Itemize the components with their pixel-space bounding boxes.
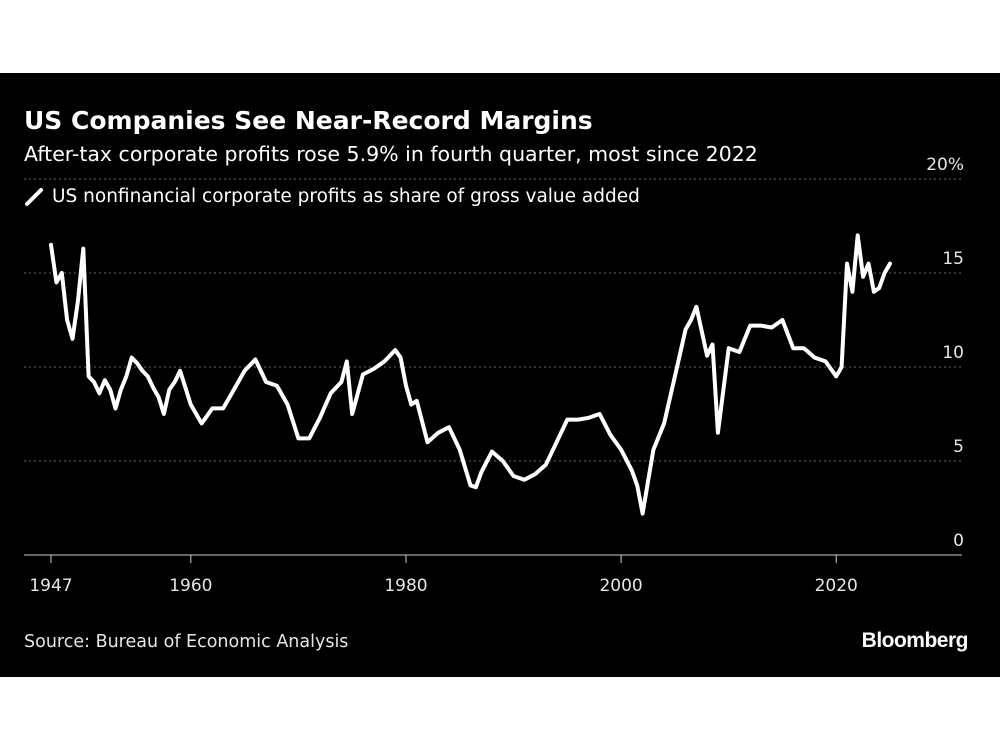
bloomberg-logo: Bloomberg [861, 629, 969, 652]
legend: US nonfinancial corporate profits as sha… [24, 186, 640, 207]
chart-subtitle: After-tax corporate profits rose 5.9% in… [24, 142, 758, 166]
chart-card: US Companies See Near-Record Margins Aft… [0, 73, 1000, 677]
series-line-profit-share [49, 233, 892, 516]
legend-label: US nonfinancial corporate profits as sha… [52, 186, 640, 207]
x-axis: 1947 1960 1980 2000 2020 [24, 554, 962, 596]
x-tick-label: 1947 [29, 576, 72, 596]
x-tick-label: 2000 [599, 576, 642, 596]
x-tick-label: 2020 [815, 576, 858, 596]
x-tick-label: 1960 [169, 576, 212, 596]
y-tick-label: 0 [953, 531, 964, 551]
y-tick-label: 15 [942, 249, 964, 269]
gridlines [24, 178, 962, 462]
source-note: Source: Bureau of Economic Analysis [24, 632, 349, 652]
chart-title: US Companies See Near-Record Margins [24, 106, 593, 135]
y-tick-label: 5 [953, 437, 964, 457]
x-tick-label: 1980 [384, 576, 427, 596]
y-tick-label: 20% [926, 155, 964, 175]
y-tick-label: 10 [942, 343, 964, 363]
line-chart: 0 5 10 15 20% 1947 1960 1980 2000 2020 [24, 155, 964, 596]
y-axis-labels: 0 5 10 15 20% [926, 155, 964, 551]
legend-swatch-icon [25, 187, 43, 206]
